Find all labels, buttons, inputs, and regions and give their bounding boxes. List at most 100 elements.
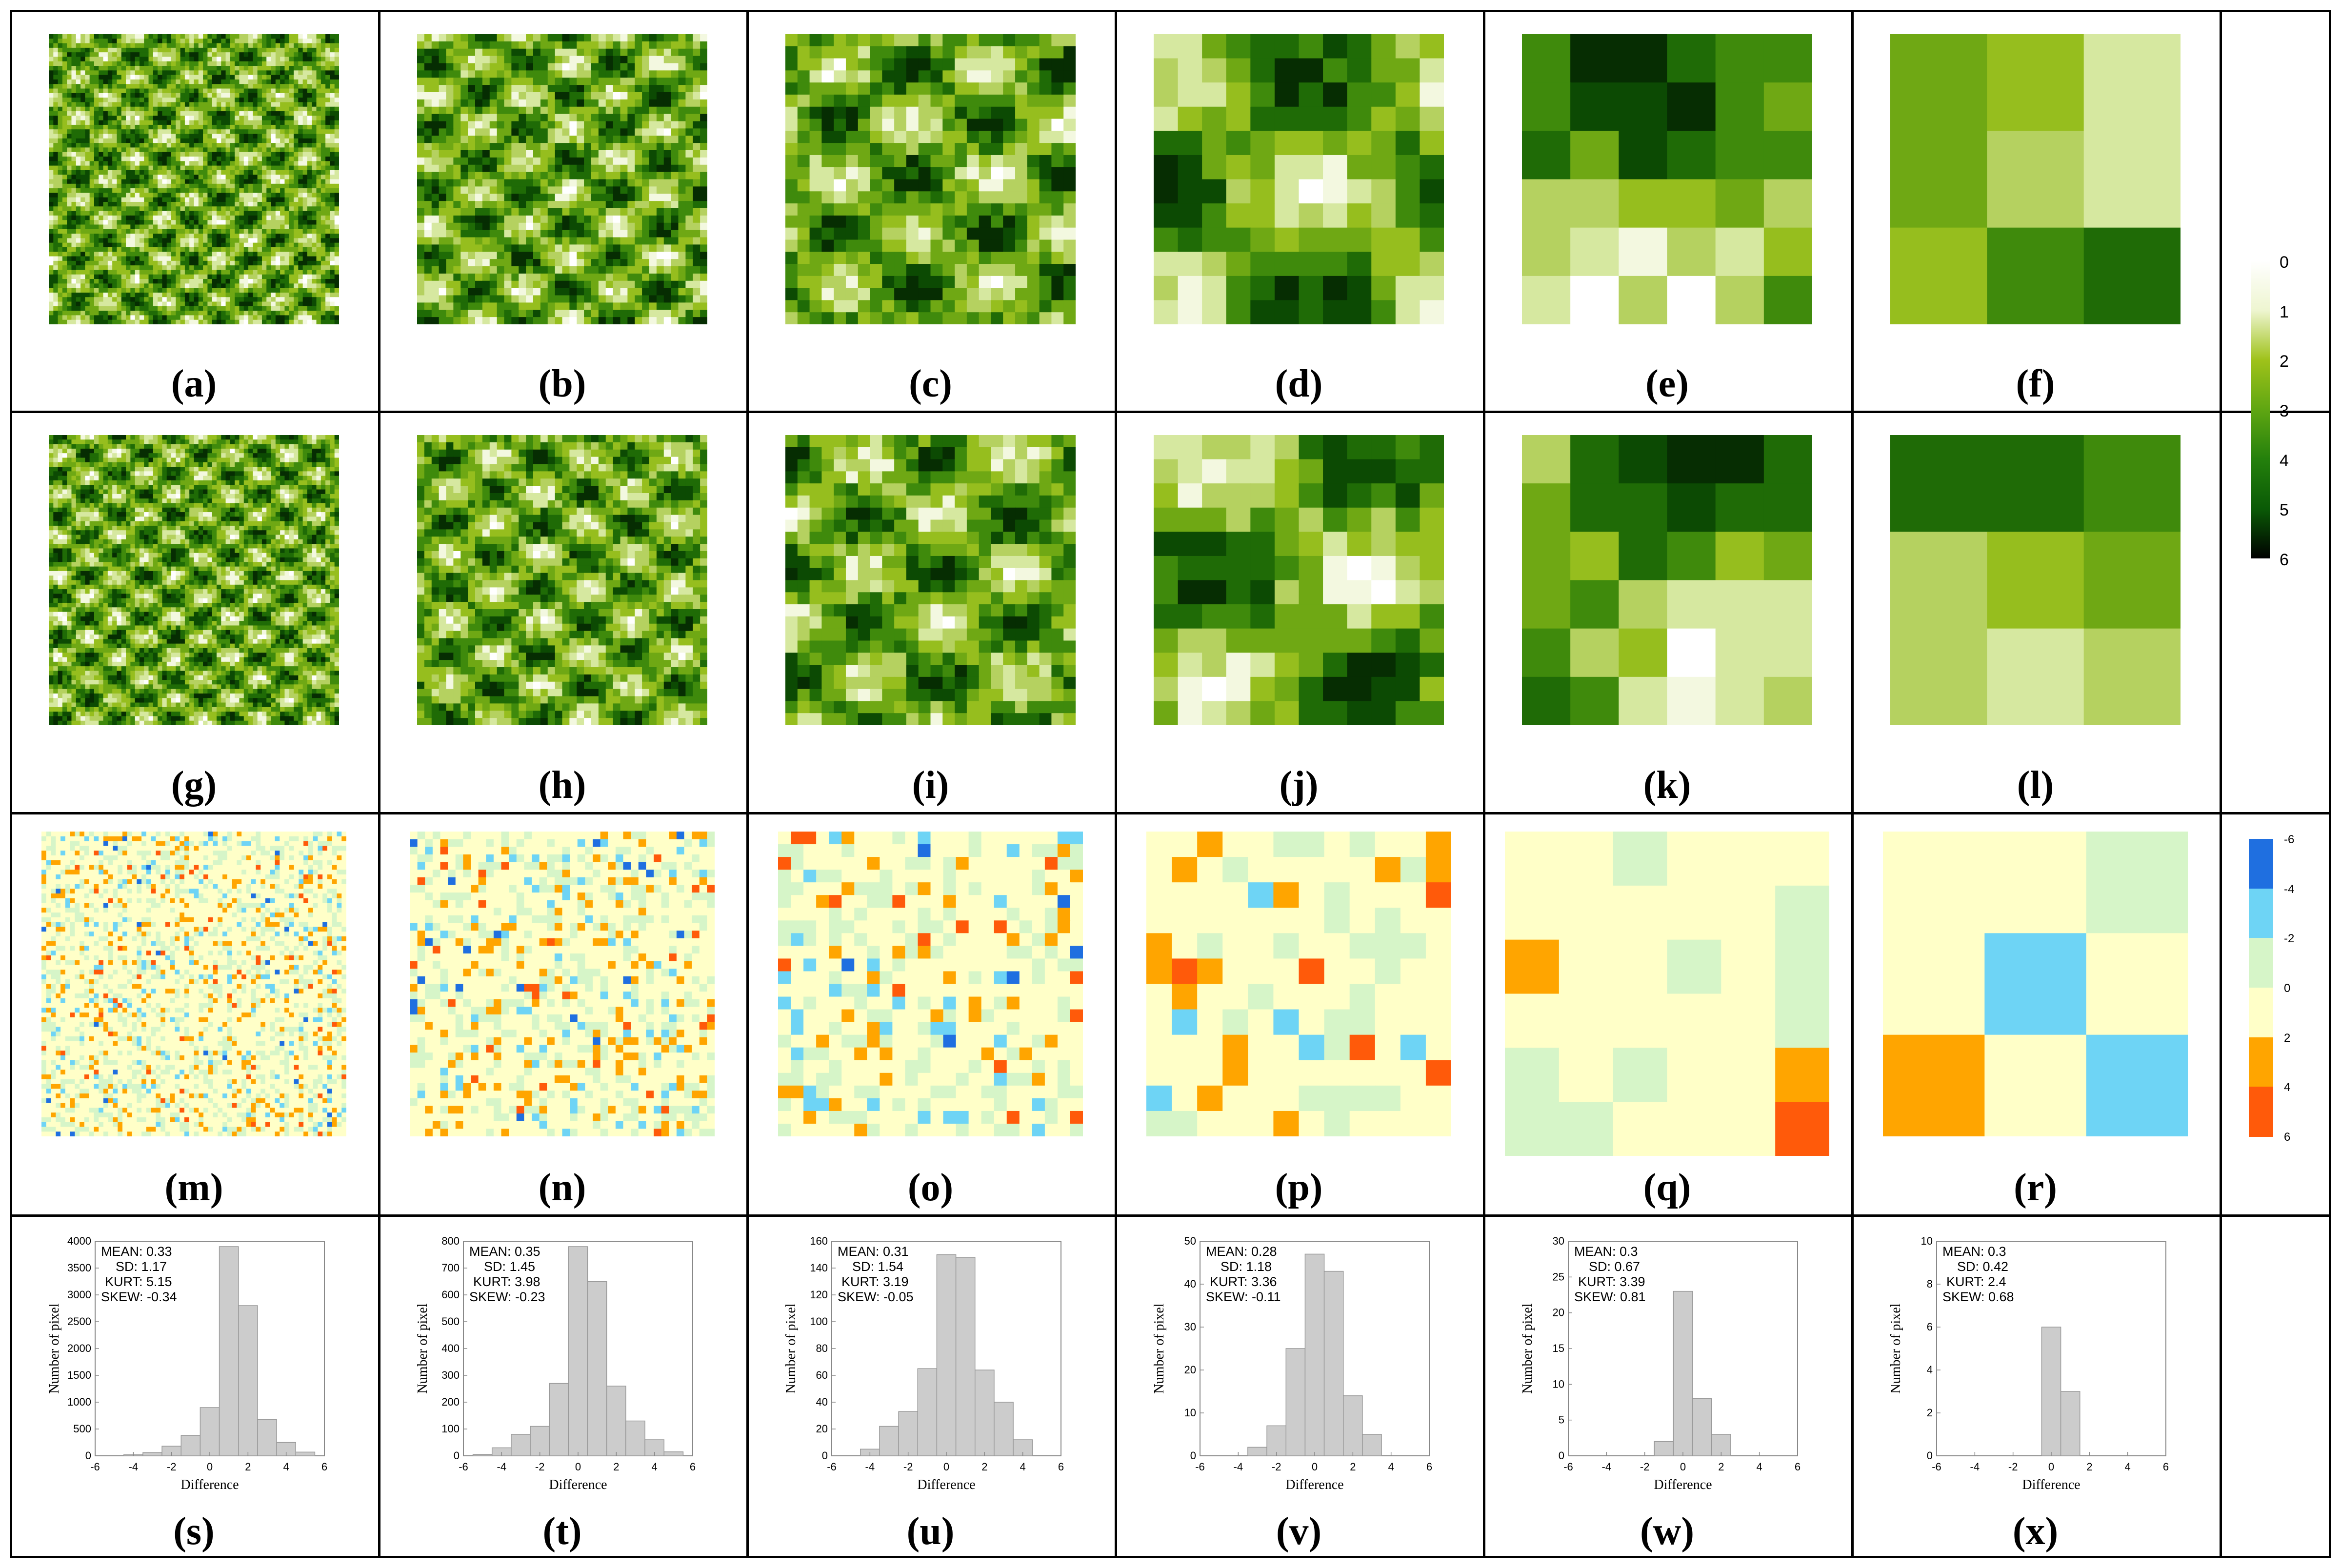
y-axis-label: Number of pixel — [1520, 1303, 1535, 1393]
map-image — [417, 34, 707, 324]
stats-text: SKEW: -0.05 — [838, 1290, 914, 1304]
y-tick-label: 0 — [85, 1449, 91, 1462]
colorbar-tick-label: 0 — [2284, 982, 2291, 995]
histogram-bar — [568, 1246, 588, 1456]
histogram-bar — [975, 1370, 995, 1456]
stats-text: MEAN: 0.3 — [1942, 1244, 2006, 1259]
grid-line — [10, 10, 2331, 12]
y-tick-label: 1500 — [67, 1369, 91, 1381]
x-tick-label: -6 — [1563, 1461, 1573, 1473]
panel-label: (c) — [909, 362, 952, 405]
grid-line — [2220, 10, 2222, 1558]
y-tick-label: 2500 — [67, 1315, 91, 1328]
stats-text: SKEW: -0.11 — [1206, 1290, 1281, 1304]
x-tick-label: 0 — [1312, 1461, 1318, 1473]
y-tick-label: 3000 — [67, 1289, 91, 1301]
map-image — [785, 435, 1076, 725]
x-tick-label: -6 — [459, 1461, 468, 1473]
x-tick-label: -4 — [1234, 1461, 1243, 1473]
grid-line — [2329, 10, 2331, 1558]
histogram-chart: -6 -4 -2 0 2 4 6 0 500 1000 1500 2000 2500 3000 3500 40… — [47, 1235, 327, 1492]
stats-text: MEAN: 0.31 — [838, 1244, 909, 1259]
y-tick-label: 60 — [816, 1369, 828, 1381]
y-tick-label: 20 — [1184, 1364, 1196, 1376]
x-axis-label: Difference — [180, 1477, 239, 1492]
y-tick-label: 30 — [1553, 1235, 1564, 1247]
grid-line — [1483, 10, 1485, 1558]
histogram-bar — [180, 1435, 201, 1456]
histogram-bar — [530, 1426, 550, 1456]
panel-label: (s) — [173, 1510, 215, 1553]
grid-line — [378, 10, 380, 1558]
diff-colorbar-segment — [2249, 1037, 2273, 1088]
x-tick-label: 4 — [652, 1461, 658, 1473]
panel-label: (m) — [164, 1166, 223, 1209]
panel-label: (g) — [171, 764, 217, 807]
stats-text: SD: 1.17 — [116, 1259, 167, 1274]
y-tick-label: 0 — [1190, 1449, 1196, 1462]
y-tick-label: 140 — [810, 1262, 828, 1274]
y-axis-label: Number of pixel — [783, 1303, 799, 1393]
panel-label: (d) — [1275, 362, 1323, 405]
map-image — [778, 832, 1083, 1136]
y-tick-label: 0 — [1559, 1449, 1564, 1462]
x-tick-label: -2 — [1640, 1461, 1650, 1473]
x-tick-label: 6 — [690, 1461, 696, 1473]
map-image — [1890, 435, 2181, 725]
stats-text: SKEW: 0.68 — [1942, 1290, 2014, 1304]
y-tick-label: 20 — [1553, 1307, 1564, 1319]
histogram-chart: -6 -4 -2 0 2 4 6 0 2 4 6 8 10 Difference Number of pix… — [1888, 1235, 2169, 1492]
y-tick-label: 4000 — [67, 1235, 91, 1247]
stats-text: SD: 0.67 — [1589, 1259, 1640, 1274]
x-tick-label: 2 — [1718, 1461, 1724, 1473]
x-tick-label: 4 — [283, 1461, 289, 1473]
diff-colorbar-segment — [2249, 839, 2273, 889]
green-colorbar — [2251, 261, 2270, 558]
map-image — [1522, 34, 1812, 324]
y-tick-label: 5 — [1559, 1414, 1564, 1426]
stats-text: SD: 1.18 — [1221, 1259, 1272, 1274]
x-tick-label: 6 — [1058, 1461, 1064, 1473]
stats-text: KURT: 5.15 — [105, 1274, 172, 1289]
x-tick-label: -6 — [90, 1461, 100, 1473]
histogram-bar — [936, 1254, 957, 1456]
grid-line — [1851, 10, 1854, 1558]
histogram-chart: -6 -4 -2 0 2 4 6 0 100 200 300 400 500 600 700 800 Diffe… — [415, 1235, 696, 1492]
x-tick-label: 6 — [2163, 1461, 2169, 1473]
x-tick-label: -2 — [535, 1461, 545, 1473]
panel-label: (h) — [538, 764, 586, 807]
y-tick-label: 40 — [1184, 1278, 1196, 1290]
x-tick-label: -4 — [1602, 1461, 1612, 1473]
colorbar-tick-label: 3 — [2280, 402, 2289, 420]
histogram-bar — [625, 1420, 645, 1456]
x-tick-label: 0 — [1680, 1461, 1686, 1473]
x-tick-label: 6 — [1795, 1461, 1801, 1473]
histogram-bar — [1654, 1441, 1674, 1456]
y-tick-label: 30 — [1184, 1321, 1196, 1333]
x-tick-label: 4 — [1388, 1461, 1394, 1473]
x-tick-label: -2 — [903, 1461, 913, 1473]
histogram-bar — [879, 1426, 899, 1456]
colorbar-tick-label: 2 — [2284, 1031, 2291, 1045]
colorbar-tick-label: 4 — [2284, 1081, 2291, 1094]
y-tick-label: 100 — [810, 1315, 828, 1328]
x-tick-label: 4 — [1757, 1461, 1762, 1473]
map-image — [1146, 832, 1451, 1136]
map-image — [41, 832, 346, 1136]
colorbar-tick-label: 2 — [2280, 352, 2289, 371]
colorbar-tick-label: -6 — [2284, 833, 2295, 846]
x-tick-label: 2 — [613, 1461, 619, 1473]
histogram-chart: -6 -4 -2 0 2 4 6 0 5 10 15 20 25 30 Difference Number o… — [1520, 1235, 1801, 1492]
histogram-bar — [472, 1454, 493, 1456]
panel-label: (b) — [538, 362, 586, 405]
diff-colorbar-segment — [2249, 938, 2273, 988]
panel-label: (n) — [538, 1166, 586, 1209]
map-image — [1522, 435, 1812, 725]
histogram-bar — [663, 1451, 684, 1456]
stats-text: MEAN: 0.28 — [1206, 1244, 1277, 1259]
colorbar-tick-label: -2 — [2284, 932, 2295, 946]
x-tick-label: 2 — [981, 1461, 987, 1473]
x-tick-label: 0 — [2048, 1461, 2054, 1473]
x-tick-label: -4 — [129, 1461, 139, 1473]
histogram-bar — [1673, 1290, 1693, 1456]
